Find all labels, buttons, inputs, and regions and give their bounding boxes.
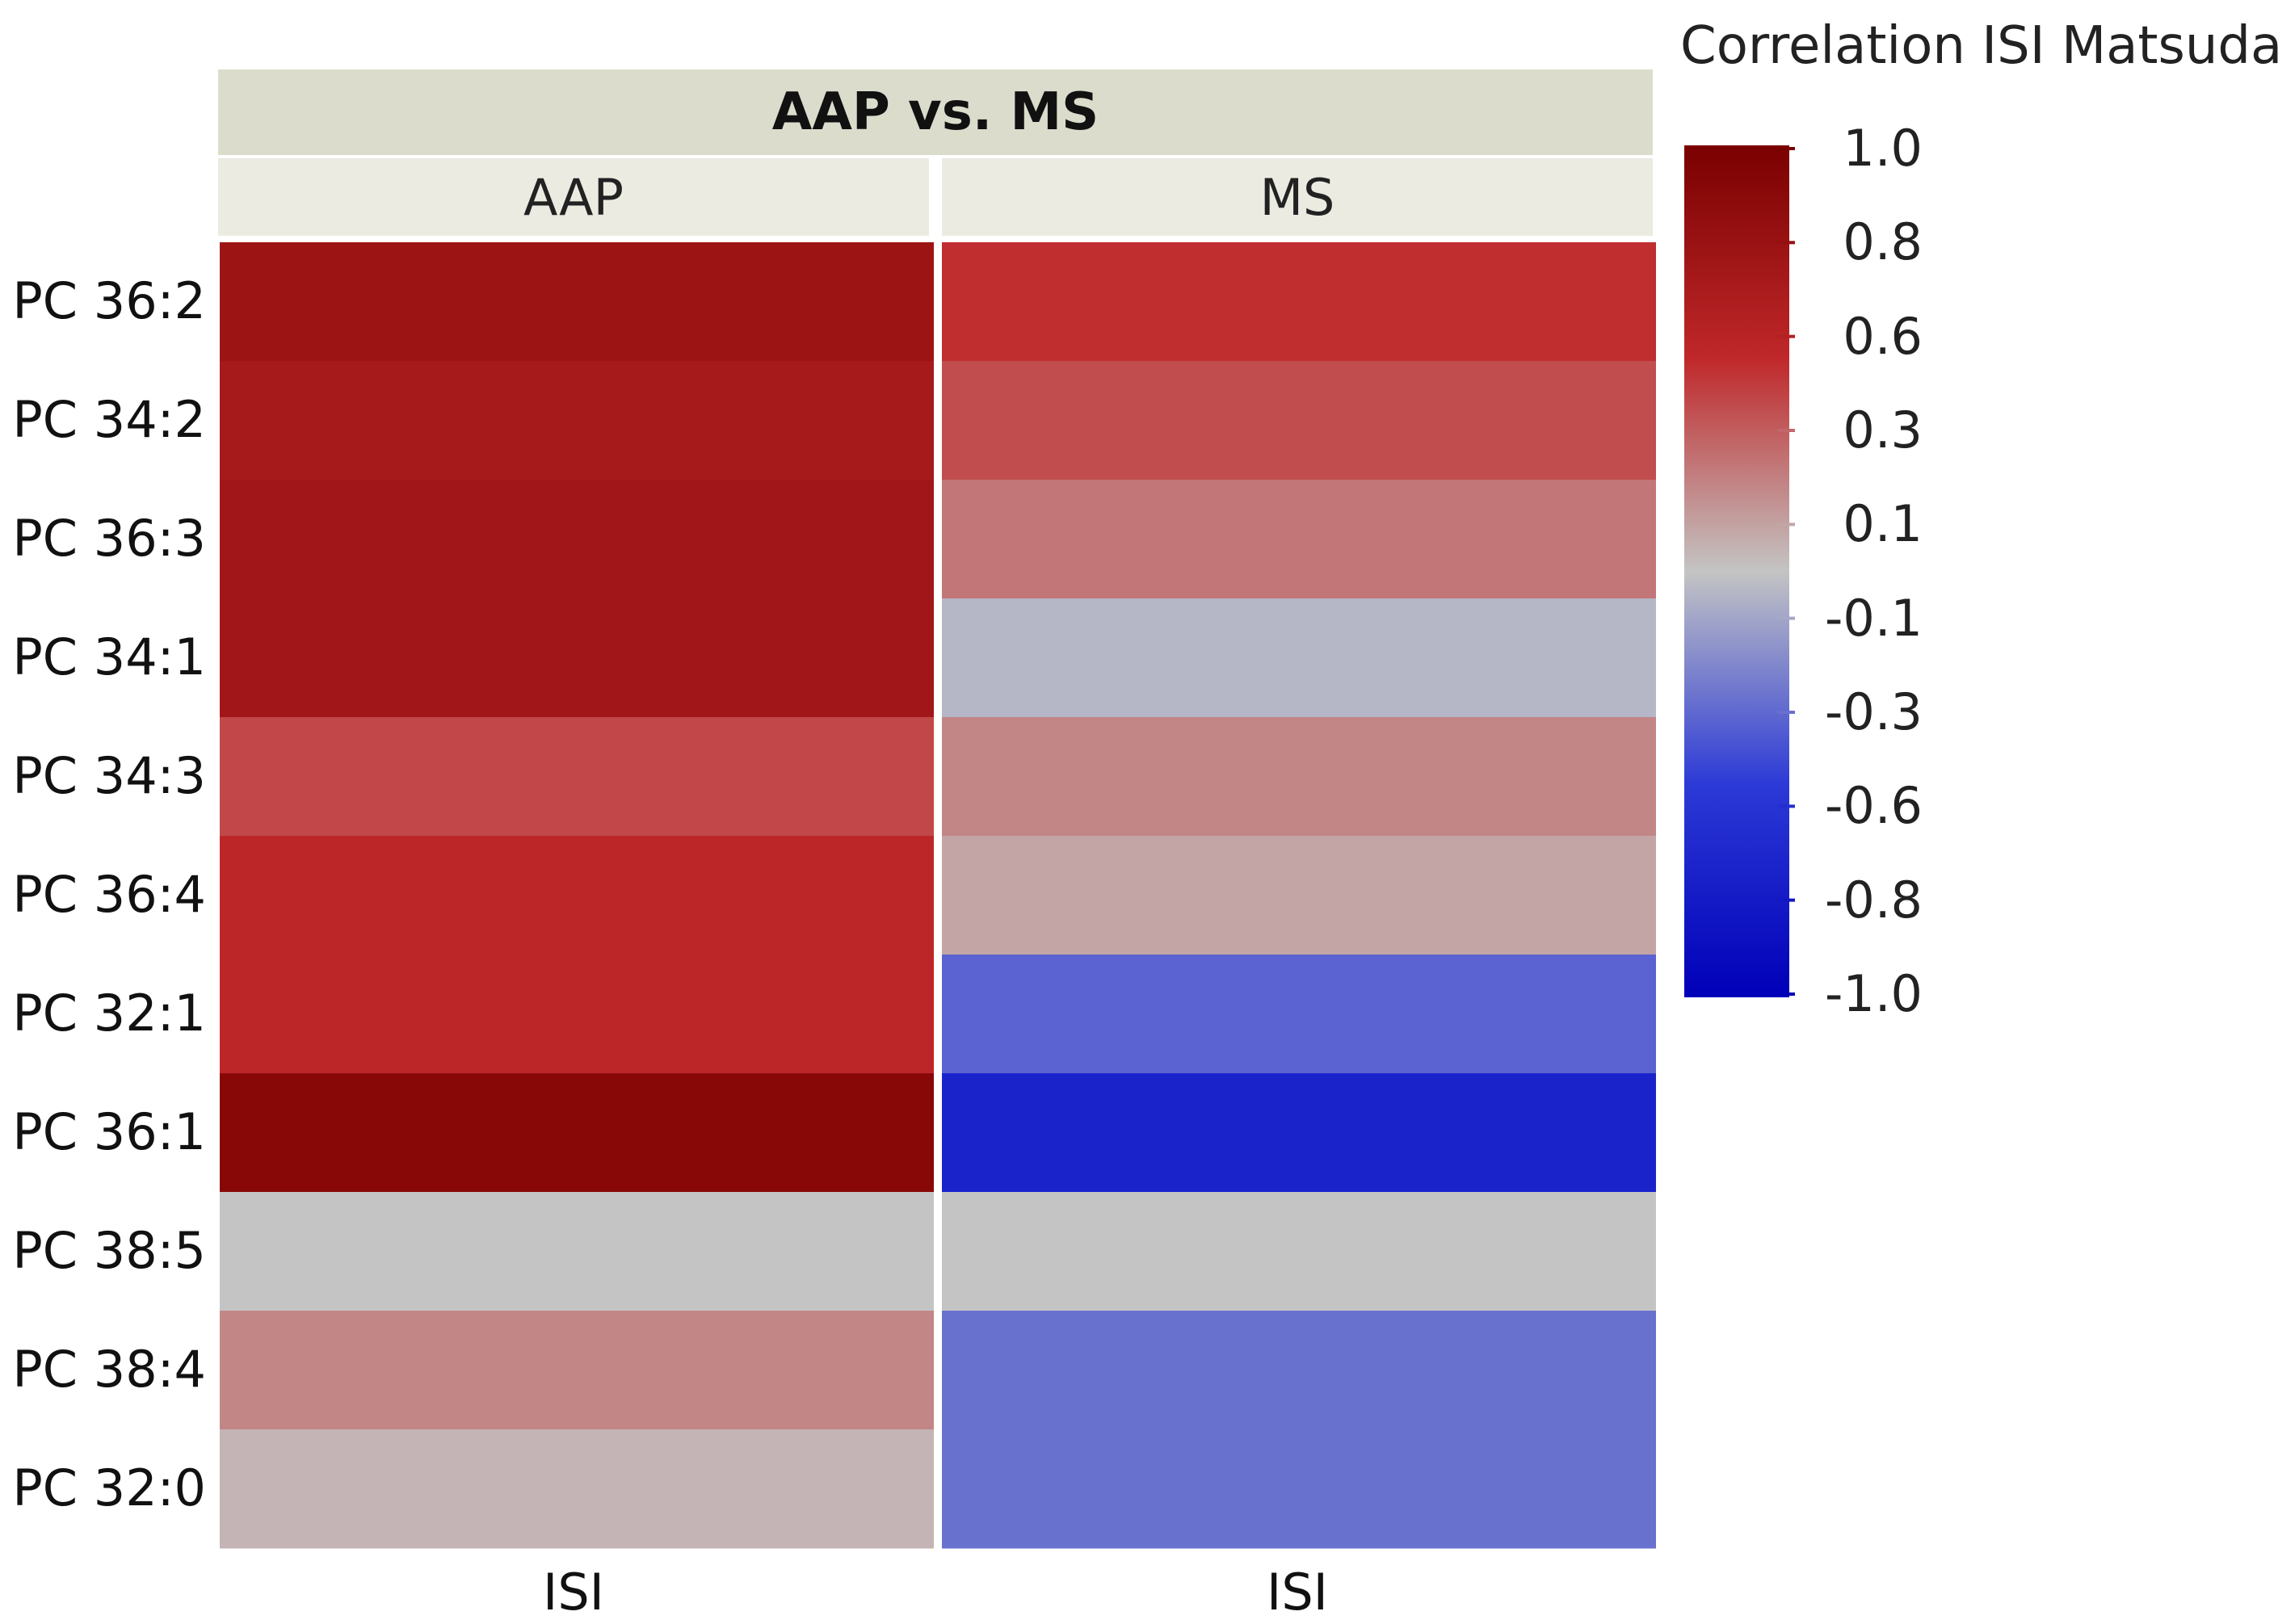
heatmap-cell-aap-9	[220, 1311, 934, 1430]
heatmap-cell-ms-4	[942, 717, 1656, 837]
heatmap-cell-aap-6	[220, 955, 934, 1074]
legend-tick-label: 1.0	[1843, 119, 1923, 178]
row-label: PC 32:0	[12, 1458, 206, 1517]
heatmap-cell-aap-1	[220, 361, 934, 480]
heatmap-cell-ms-5	[942, 836, 1656, 955]
column-header-aap: AAP	[218, 158, 929, 236]
x-axis-label-ms: ISI	[1267, 1563, 1328, 1622]
heatmap-cell-aap-5	[220, 836, 934, 955]
row-label: PC 34:1	[12, 627, 206, 686]
legend-tick-label: 0.1	[1843, 494, 1923, 554]
heatmap-cell-ms-10	[942, 1429, 1656, 1549]
legend-tick-label: 0.8	[1843, 212, 1923, 272]
heatmap-cell-aap-4	[220, 717, 934, 837]
legend-tick-label: -0.3	[1825, 682, 1923, 741]
heatmap-cell-aap-8	[220, 1192, 934, 1311]
legend-tick-label: -1.0	[1825, 964, 1923, 1023]
facet-title-strip: AAP vs. MS	[218, 69, 1653, 155]
column-separator	[935, 239, 940, 1551]
heatmap-cell-ms-9	[942, 1311, 1656, 1430]
legend-tick-label: -0.1	[1825, 588, 1923, 648]
heatmap-cell-ms-6	[942, 955, 1656, 1074]
x-axis-label-aap: ISI	[543, 1563, 604, 1622]
row-label: PC 38:5	[12, 1221, 206, 1280]
heatmap-cell-ms-3	[942, 598, 1656, 718]
legend-color-bar	[1684, 145, 1789, 997]
legend-tick-label: -0.6	[1825, 776, 1923, 836]
row-label: PC 32:1	[12, 984, 206, 1043]
row-label: PC 36:3	[12, 509, 206, 568]
heatmap-cell-aap-7	[220, 1073, 934, 1193]
heatmap-cell-ms-0	[942, 242, 1656, 362]
row-label: PC 36:2	[12, 271, 206, 330]
row-label: PC 34:2	[12, 390, 206, 449]
heatmap-cell-aap-3	[220, 598, 934, 718]
row-label: PC 36:4	[12, 865, 206, 924]
row-label: PC 34:3	[12, 746, 206, 805]
heatmap-cell-ms-2	[942, 480, 1656, 599]
column-header-ms: MS	[942, 158, 1653, 236]
legend-tick-label: 0.3	[1843, 401, 1923, 460]
heatmap-cell-aap-10	[220, 1429, 934, 1549]
row-label: PC 38:4	[12, 1340, 206, 1399]
legend-title: Correlation ISI Matsuda	[1680, 16, 2278, 76]
heatmap-cell-aap-2	[220, 480, 934, 599]
row-label: PC 36:1	[12, 1102, 206, 1161]
heatmap-cell-aap-0	[220, 242, 934, 362]
legend-tick-label: 0.6	[1843, 306, 1923, 366]
heatmap-cell-ms-8	[942, 1192, 1656, 1311]
heatmap-cell-ms-7	[942, 1073, 1656, 1193]
legend-tick-label: -0.8	[1825, 870, 1923, 929]
heatmap-cell-ms-1	[942, 361, 1656, 480]
